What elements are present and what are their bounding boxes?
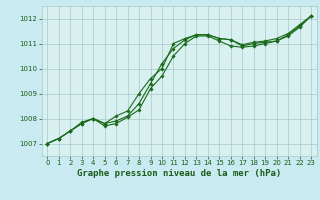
X-axis label: Graphe pression niveau de la mer (hPa): Graphe pression niveau de la mer (hPa) xyxy=(77,169,281,178)
